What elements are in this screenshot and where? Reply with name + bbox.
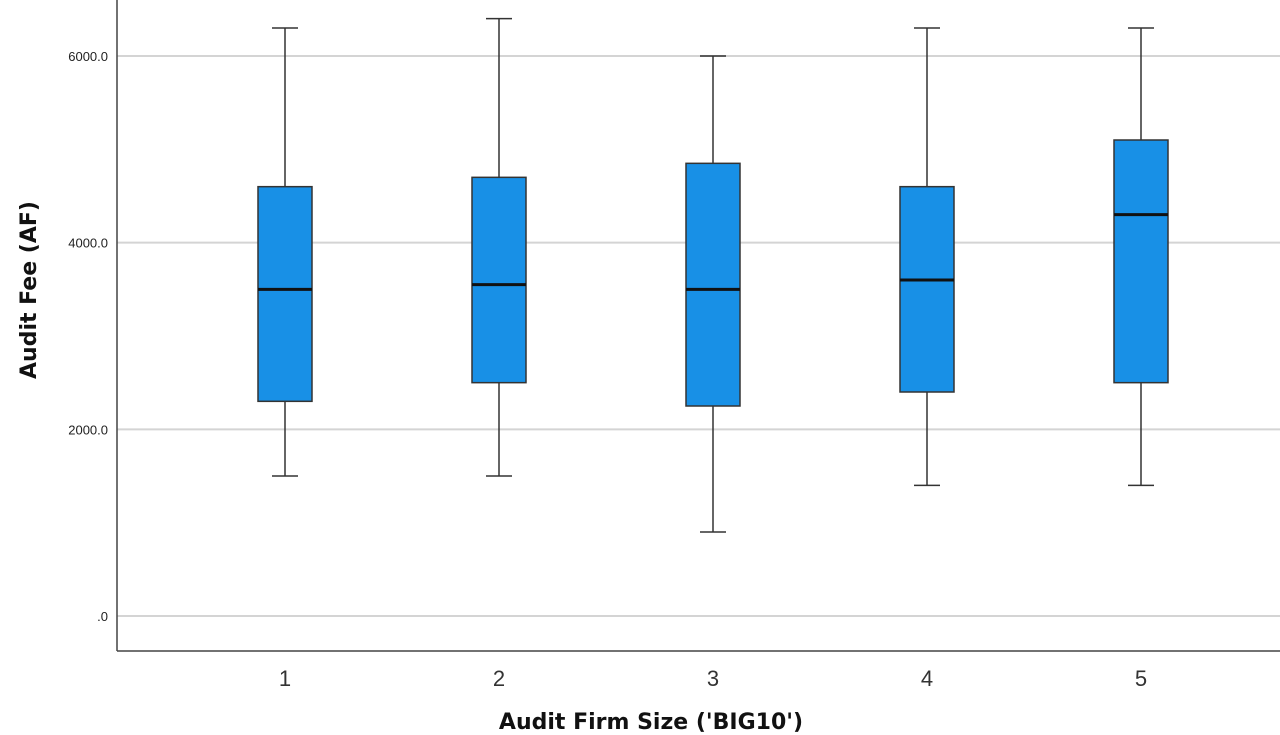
box-group-1: [257, 27, 313, 477]
x-tick-label: 5: [1135, 666, 1147, 691]
box-group-5: [1113, 27, 1169, 487]
y-tick-label: 6000.0: [68, 49, 108, 64]
x-tick-label: 1: [279, 666, 291, 691]
y-tick-labels: .0 2000.0 4000.0 6000.0: [68, 49, 108, 624]
x-tick-labels: 1 2 3 4 5: [279, 666, 1147, 691]
box-group-2: [471, 17, 527, 477]
x-axis-title: Audit Firm Size ('BIG10'): [499, 710, 803, 735]
x-tick-label: 4: [921, 666, 933, 691]
y-axis-title: Audit Fee (AF): [17, 201, 42, 379]
y-tick-label: 4000.0: [68, 236, 108, 251]
boxes: [257, 17, 1169, 533]
x-tick-label: 2: [493, 666, 505, 691]
y-tick-label: 2000.0: [68, 422, 108, 437]
iqr-box: [1113, 139, 1169, 384]
iqr-box: [685, 162, 741, 407]
box-group-3: [685, 55, 741, 533]
y-tick-label: .0: [97, 609, 108, 624]
iqr-box: [899, 185, 955, 393]
iqr-box: [257, 185, 313, 403]
box-group-4: [899, 27, 955, 487]
iqr-box: [471, 176, 527, 384]
x-tick-label: 3: [707, 666, 719, 691]
